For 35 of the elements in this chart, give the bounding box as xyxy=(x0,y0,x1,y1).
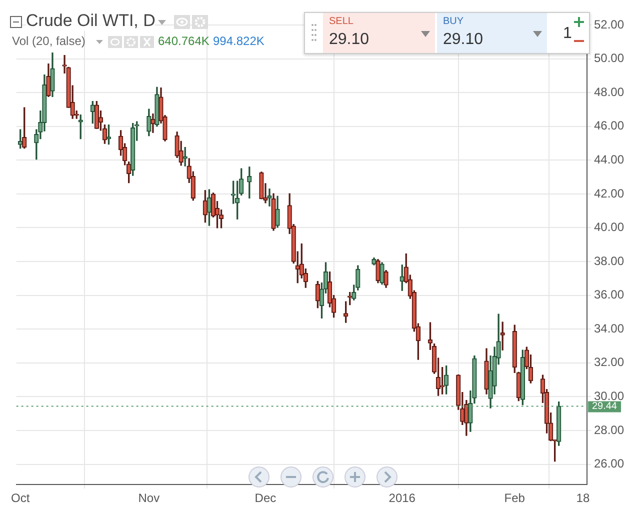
annotation: BUY xyxy=(443,16,464,27)
y-tick-label: 40.00 xyxy=(594,220,624,234)
x-tick-label: 18 xyxy=(576,491,590,506)
y-tick-label: 30.00 xyxy=(594,389,624,404)
y-tick-label: 52.00 xyxy=(594,17,624,32)
sell-field: SELL 29.10 xyxy=(323,13,435,53)
annotation: 29.10 xyxy=(329,31,370,49)
x-tick-label: Nov xyxy=(138,491,160,506)
y-tick-label: 32.00 xyxy=(594,355,624,370)
annotation: 994.822K xyxy=(213,34,264,48)
annotation: 1 xyxy=(563,25,572,43)
candlestick xyxy=(267,188,272,206)
y-tick-label: 46.00 xyxy=(594,118,624,133)
x-tick-label: 2016 xyxy=(388,491,416,506)
buy-field: BUY 29.10 xyxy=(437,13,547,53)
candlestick xyxy=(500,322,505,350)
y-tick-label: 26.00 xyxy=(594,456,624,471)
x-tick-label: Oct xyxy=(11,491,30,506)
annotation: 29.10 xyxy=(443,31,484,49)
y-tick-label: 50.00 xyxy=(594,51,624,66)
y-tick-label: 48.00 xyxy=(594,84,624,99)
y-tick-label: 42.00 xyxy=(594,186,624,200)
y-tick-label: 44.00 xyxy=(594,152,624,166)
x-tick-label: Dec xyxy=(254,491,276,506)
chart-title: Crude Oil WTI, D xyxy=(26,11,156,31)
y-tick-label: 28.00 xyxy=(594,422,624,437)
y-tick-label: 34.00 xyxy=(594,321,624,336)
ref-line-label: 29.44 xyxy=(592,400,618,412)
annotation: SELL xyxy=(329,16,354,27)
y-tick-label: 38.00 xyxy=(594,254,624,268)
y-tick-label: 36.00 xyxy=(594,288,624,302)
annotation: 640.764K xyxy=(158,34,210,48)
annotation: Vol (20, false) xyxy=(12,34,86,48)
x-tick-label: Feb xyxy=(504,491,526,506)
candlestick xyxy=(150,114,156,133)
